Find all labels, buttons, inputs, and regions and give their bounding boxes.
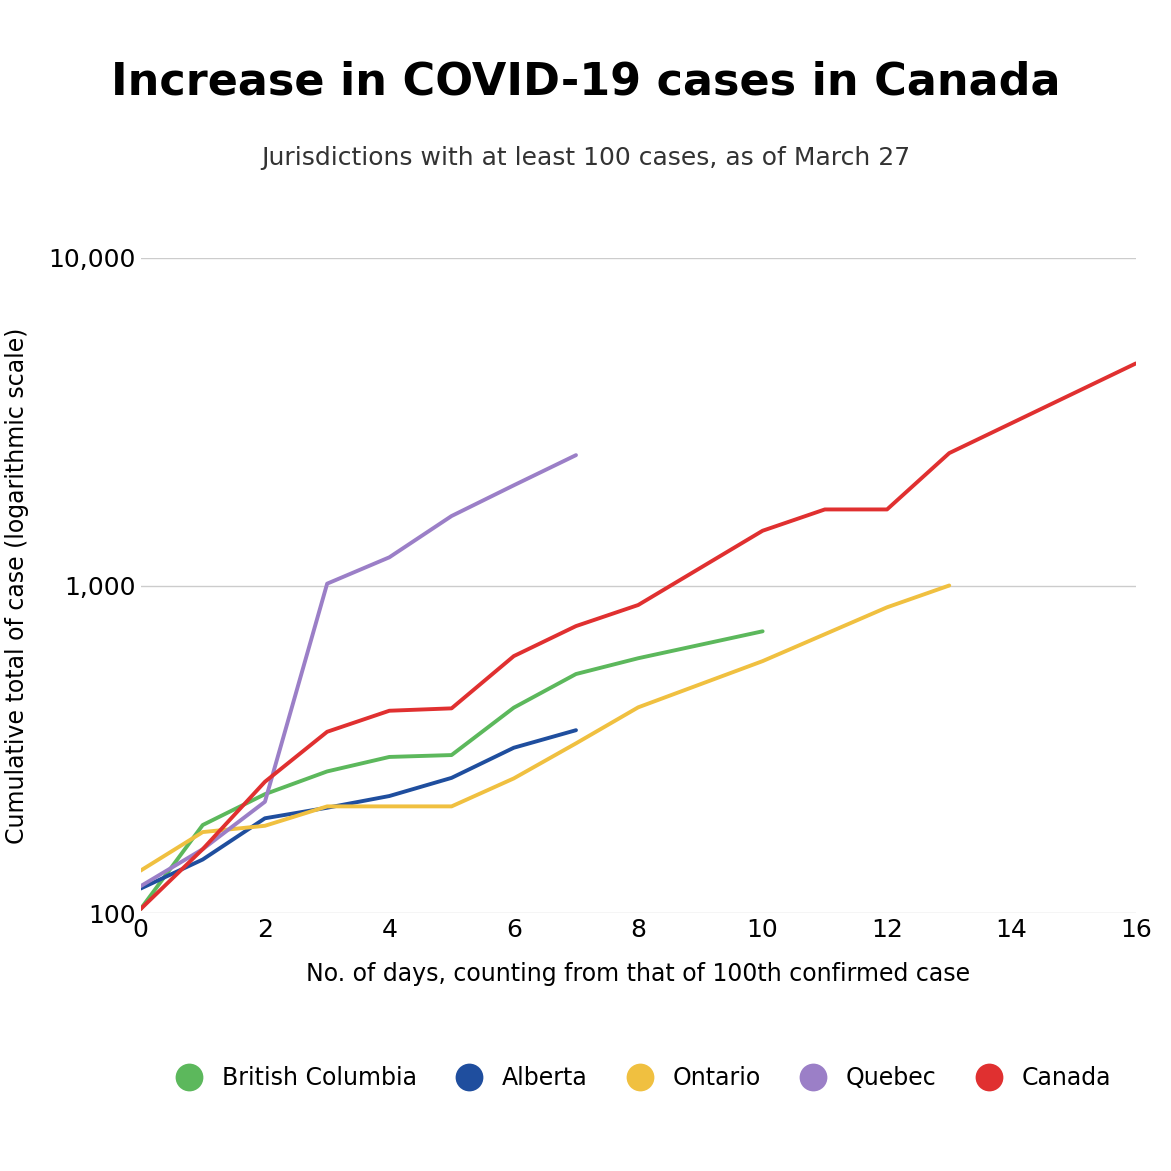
Legend: British Columbia, Alberta, Ontario, Quebec, Canada: British Columbia, Alberta, Ontario, Queb…: [156, 1056, 1121, 1100]
X-axis label: No. of days, counting from that of 100th confirmed case: No. of days, counting from that of 100th…: [306, 961, 971, 986]
Text: Increase in COVID-19 cases in Canada: Increase in COVID-19 cases in Canada: [111, 61, 1060, 103]
Y-axis label: Cumulative total of case (logarithmic scale): Cumulative total of case (logarithmic sc…: [5, 328, 29, 843]
Text: Jurisdictions with at least 100 cases, as of March 27: Jurisdictions with at least 100 cases, a…: [261, 146, 910, 170]
